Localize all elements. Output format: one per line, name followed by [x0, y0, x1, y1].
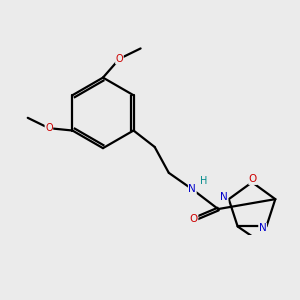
Text: O: O: [249, 174, 257, 184]
Text: H: H: [200, 176, 208, 186]
Text: O: O: [116, 54, 123, 64]
Text: O: O: [45, 123, 53, 133]
Text: N: N: [188, 184, 196, 194]
Text: N: N: [259, 224, 266, 233]
Text: O: O: [190, 214, 198, 224]
Text: N: N: [220, 192, 228, 202]
